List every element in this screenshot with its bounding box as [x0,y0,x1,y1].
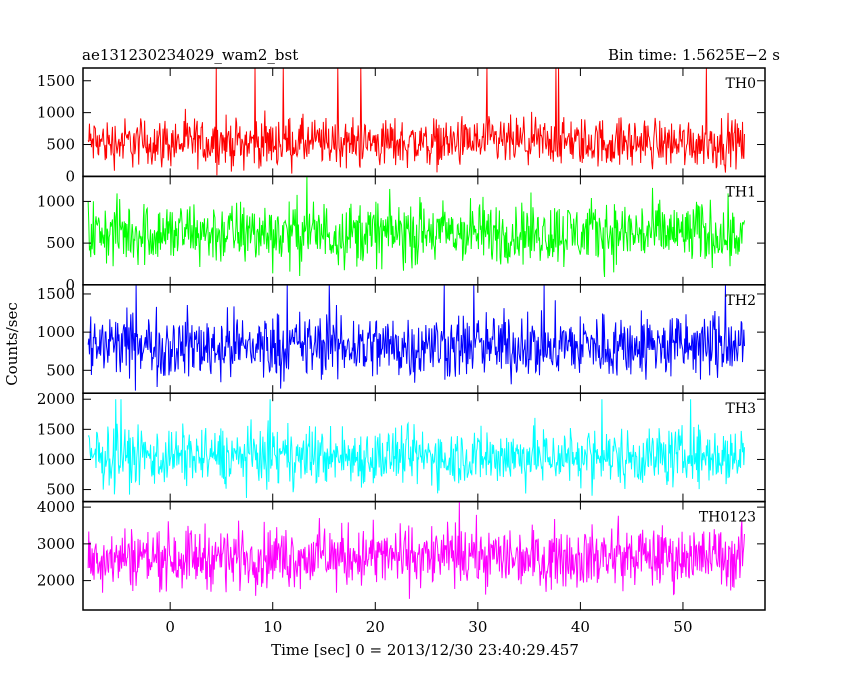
x-axis: 0 10 20 30 40 50 [165,618,692,636]
panel-frame [82,500,766,611]
panel-label-th3: TH3 [726,401,756,417]
y-tick-label: 1500 [37,72,75,90]
y-tick-label: 1000 [37,323,75,341]
panel-th2: 500 1000 1500 TH2 [37,284,766,394]
panel-th3: 500 1000 1500 2000 TH3 [37,390,766,503]
y-tick-label: 0 [65,167,75,185]
y-tick-label: 1000 [37,104,75,122]
y-tick-label: 0 [65,276,75,294]
panel-frame [82,392,766,503]
chart-title: ae131230234029_wam2_bst [82,46,298,64]
series-line-th1 [87,176,745,277]
y-tick-label: 2000 [37,390,75,408]
y-tick-label: 3000 [37,535,75,553]
y-axis-label: Counts/sec [3,302,21,386]
panel-th1: 0 500 1000 TH1 [37,175,766,294]
x-tick-label: 0 [165,618,175,636]
x-axis-label: Time [sec] 0 = 2013/12/30 23:40:29.457 [271,641,579,659]
y-tick-label: 500 [46,361,75,379]
panel-label-th2: TH2 [726,293,756,309]
y-tick-label: 1500 [37,420,75,438]
series-line-th0123 [87,501,745,599]
series-line-th2 [87,284,745,391]
bin-time-label: Bin time: 1.5625E−2 s [608,46,780,64]
y-tick-label: 1500 [37,285,75,303]
x-tick-label: 10 [263,618,282,636]
y-tick-label: 500 [46,136,75,154]
y-tick-label: 1000 [37,192,75,210]
y-tick-label: 500 [46,234,75,252]
y-tick-label: 4000 [37,498,75,516]
x-tick-label: 50 [673,618,692,636]
x-tick-label: 30 [468,618,487,636]
panel-label-th1: TH1 [726,184,756,200]
x-tick-label: 40 [571,618,590,636]
series-line-th0 [87,67,745,176]
series-line-th3 [87,399,745,498]
panel-th0: 0 500 1000 1500 TH0 [37,67,766,185]
y-tick-label: 500 [46,481,75,499]
panel-label-th0: TH0 [726,76,756,92]
y-tick-label: 1000 [37,450,75,468]
panel-th0123: 2000 3000 4000 TH0123 [37,498,766,611]
y-tick-label: 2000 [37,572,75,590]
x-tick-label: 20 [366,618,385,636]
panel-label-th0123: TH0123 [699,510,756,526]
panels-group: 0 500 1000 1500 TH0 0 500 1000 TH1 500 1000 1500 TH2… [37,67,766,611]
